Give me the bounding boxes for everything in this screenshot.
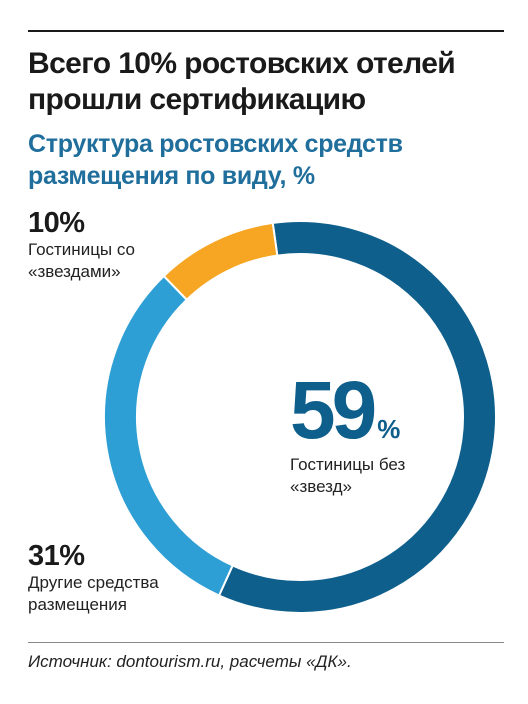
chart-subtitle: Структура ростовских средств размещения … <box>28 130 403 190</box>
slice-hotels-without-stars <box>217 220 497 614</box>
slice-label-other-accommodation: Другие средства размещения <box>28 573 159 614</box>
slice-label-hotels-without-stars: Гостиницы без «звезд» <box>290 455 406 496</box>
percent-sign: % <box>377 414 401 444</box>
callout-other-accommodation: 31% Другие средства размещения <box>28 540 218 616</box>
bottom-rule <box>28 642 504 643</box>
slice-label-hotels-with-stars: Гостиницы со «звездами» <box>28 240 136 281</box>
slice-hotels-with-stars <box>162 221 279 302</box>
top-rule <box>28 30 504 32</box>
callout-hotels-with-stars: 10% Гостиницы со «звездами» <box>28 207 198 283</box>
slice-percent-hotels-without-stars: 59 <box>290 365 377 456</box>
slice-percent-hotels-with-stars: 10% <box>28 207 85 239</box>
source-note: Источник: dontourism.ru, расчеты «ДК». <box>28 652 352 671</box>
chart-title: Всего 10% ростовских отелей прошли серти… <box>28 47 456 116</box>
slice-percent-other-accommodation: 31% <box>28 540 85 572</box>
callout-hotels-without-stars: 59% Гостиницы без «звезд» <box>290 370 480 498</box>
